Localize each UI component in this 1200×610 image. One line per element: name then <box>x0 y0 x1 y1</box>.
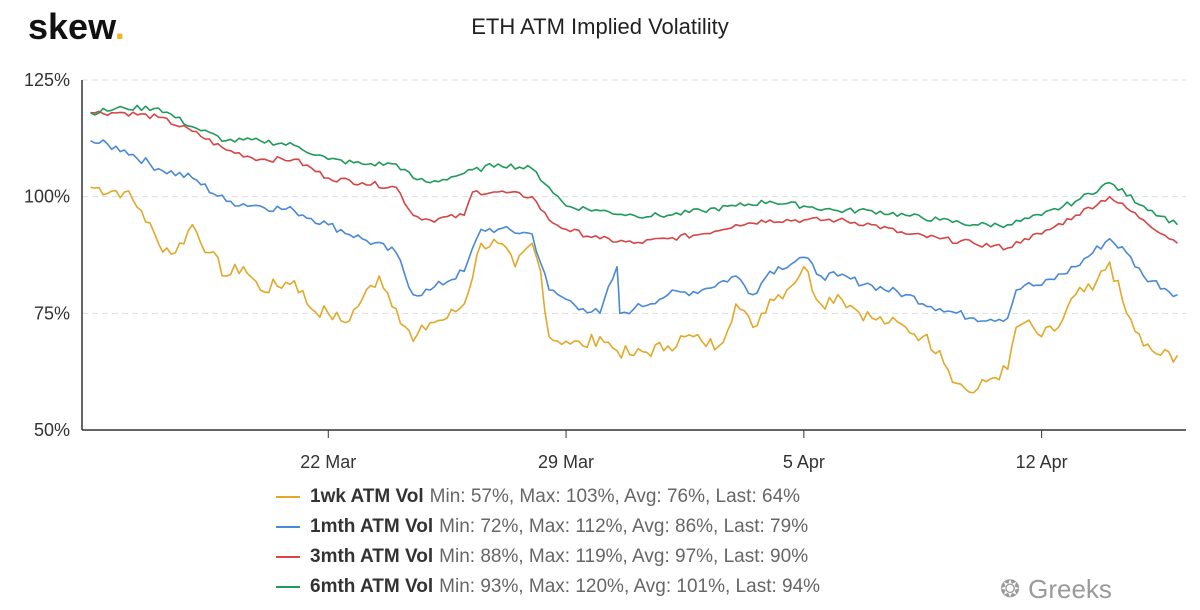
legend: 1wk ATM Vol Min: 57%, Max: 103%, Avg: 76%… <box>276 482 820 602</box>
legend-series-stats: Min: 72%, Max: 112%, Avg: 86%, Last: 79% <box>439 516 809 537</box>
legend-swatch <box>276 526 300 528</box>
legend-series-stats: Min: 93%, Max: 120%, Avg: 101%, Last: 94… <box>439 576 821 597</box>
brand-name: skew <box>28 6 115 47</box>
x-tick-label: 5 Apr <box>783 452 825 472</box>
legend-item[interactable]: 1mth ATM Vol Min: 72%, Max: 112%, Avg: 86… <box>276 512 820 542</box>
wechat-icon: ❂ <box>1000 576 1021 603</box>
legend-series-name: 3mth ATM Vol <box>310 546 434 567</box>
legend-series-stats: Min: 57%, Max: 103%, Avg: 76%, Last: 64% <box>429 486 801 507</box>
legend-item[interactable]: 6mth ATM Vol Min: 93%, Max: 120%, Avg: 10… <box>276 572 820 602</box>
y-tick-label: 75% <box>34 303 70 323</box>
chart-title: ETH ATM Implied Volatility <box>471 14 729 39</box>
legend-swatch <box>276 586 300 588</box>
grid-layer <box>82 79 1186 314</box>
watermark: ❂ Greeks <box>1000 574 1112 605</box>
skew-logo: skew. <box>28 6 125 48</box>
legend-item[interactable]: 1wk ATM Vol Min: 57%, Max: 103%, Avg: 76%… <box>276 482 820 512</box>
series-line-0 <box>90 186 1179 394</box>
series-line-3 <box>90 104 1179 229</box>
legend-series-name: 1mth ATM Vol <box>310 516 434 537</box>
brand-dot: . <box>114 6 125 47</box>
y-tick-label: 100% <box>24 187 70 207</box>
x-tick-label: 29 Mar <box>538 452 594 472</box>
watermark-text: Greeks <box>1028 574 1112 604</box>
chart-plot: 50% 75% 100% 125% 22 Mar 29 Mar 5 Apr 12 Apr <box>24 70 1186 472</box>
legend-swatch <box>276 496 300 498</box>
x-tick-label: 12 Apr <box>1016 452 1068 472</box>
legend-series-name: 6mth ATM Vol <box>310 576 434 597</box>
legend-series-stats: Min: 88%, Max: 119%, Avg: 97%, Last: 90% <box>439 546 809 567</box>
legend-item[interactable]: 3mth ATM Vol Min: 88%, Max: 119%, Avg: 97… <box>276 542 820 572</box>
x-tick-label: 22 Mar <box>300 452 356 472</box>
series-line-1 <box>90 139 1178 323</box>
series-line-2 <box>90 110 1179 251</box>
legend-series-name: 1wk ATM Vol <box>310 486 424 507</box>
y-tick-label: 125% <box>24 70 70 90</box>
legend-swatch <box>276 556 300 558</box>
y-tick-label: 50% <box>34 420 70 440</box>
series-layer <box>90 104 1179 394</box>
axis-layer: 50% 75% 100% 125% 22 Mar 29 Mar 5 Apr 12 Apr <box>24 70 1186 472</box>
